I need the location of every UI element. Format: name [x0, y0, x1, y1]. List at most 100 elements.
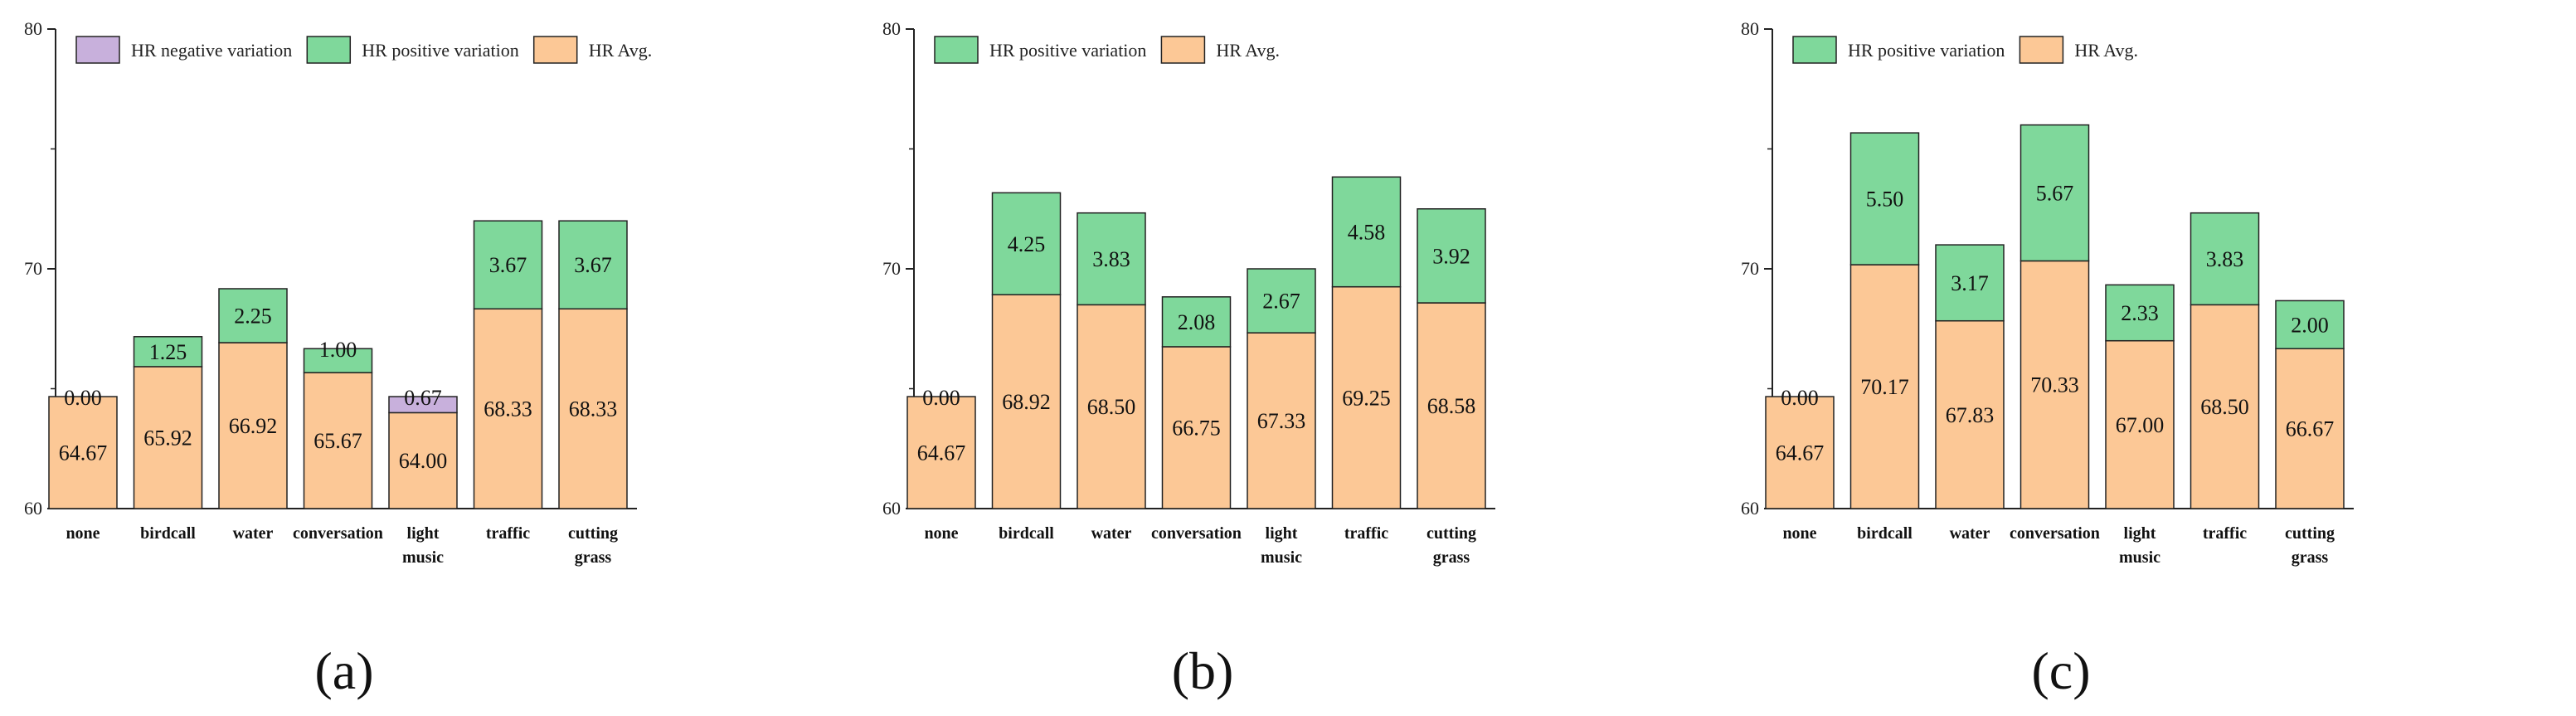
legend-swatch [1160, 36, 1206, 64]
category-label: cutting [568, 524, 618, 543]
variation-value-label: 4.58 [1348, 220, 1386, 244]
variation-value-label: 0.67 [404, 386, 442, 410]
avg-value-label: 69.25 [1342, 386, 1391, 410]
category-label: grass [575, 548, 612, 567]
bar-positive-variation [2190, 212, 2260, 306]
legend-label: HR positive variation [989, 40, 1146, 61]
legend-swatch [934, 36, 979, 64]
avg-value-label: 68.50 [2200, 395, 2249, 419]
bar-avg [133, 366, 203, 509]
variation-value-label: 2.08 [1178, 310, 1216, 334]
bar-avg [906, 396, 976, 509]
bar-avg [1935, 319, 2005, 509]
chart-c-svg: 60 70 80 0.00 64.67 none 5.50 70.17 birdcall 3.17… [1741, 18, 2354, 700]
bar-positive-variation [1077, 212, 1146, 306]
bar-avg [2105, 339, 2175, 509]
avg-value-label: 68.33 [484, 397, 532, 421]
variation-value-label: 5.50 [1866, 188, 1904, 212]
legend-swatch [532, 36, 578, 64]
legend-swatch [2019, 36, 2064, 64]
y-tick-label: 60 [882, 498, 901, 519]
avg-value-label: 64.00 [399, 449, 448, 473]
bar-positive-variation [303, 348, 373, 373]
variation-value-label: 3.92 [1432, 244, 1470, 268]
variation-value-label: 0.00 [64, 386, 102, 410]
category-label: none [1782, 524, 1816, 543]
avg-value-label: 64.67 [917, 441, 966, 465]
bar-avg [991, 294, 1062, 509]
variation-value-label: 3.67 [574, 253, 612, 277]
chart-panel-a: 60 70 80 0.00 64.67 none 1.25 65.92 birdcall 2.25… [0, 0, 858, 716]
bar-avg [558, 308, 628, 509]
category-label: birdcall [1857, 524, 1913, 543]
variation-value-label: 2.00 [2291, 313, 2329, 337]
chart-panel-b: 60 70 80 0.00 64.67 none 4.25 68.92 birdcall 3.83… [858, 0, 1717, 716]
variation-value-label: 1.25 [149, 340, 187, 364]
y-tick-label: 80 [1741, 18, 1759, 39]
variation-value-label: 1.00 [319, 338, 357, 362]
y-tick-label: 70 [882, 258, 901, 279]
y-tick-label: 60 [1741, 498, 1759, 519]
legend-label: HR positive variation [1848, 40, 2005, 61]
bar-avg [48, 396, 118, 509]
category-label: cutting [2285, 524, 2335, 543]
category-label: water [1950, 524, 1990, 543]
bar-positive-variation [1417, 208, 1486, 304]
variation-value-label: 3.83 [2206, 247, 2244, 271]
bar-avg [2019, 260, 2090, 509]
avg-value-label: 66.75 [1172, 416, 1221, 440]
variation-value-label: 3.17 [1951, 271, 1989, 295]
avg-value-label: 64.67 [59, 441, 108, 465]
bar-positive-variation [1935, 244, 2005, 322]
category-label: conversation [293, 524, 383, 543]
variation-value-label: 0.00 [1781, 386, 1819, 410]
variation-value-label: 0.00 [922, 386, 960, 410]
bar-positive-variation [2105, 284, 2175, 342]
bar-avg [303, 372, 373, 509]
category-label: light [2124, 524, 2156, 543]
variation-value-label: 3.67 [489, 253, 527, 277]
legend-label: HR negative variation [131, 40, 292, 61]
bar-avg [1417, 302, 1486, 509]
category-label: none [924, 524, 958, 543]
category-label: water [233, 524, 274, 543]
avg-value-label: 65.92 [143, 426, 192, 450]
category-label: grass [1433, 548, 1470, 567]
avg-value-label: 68.92 [1002, 390, 1051, 414]
category-label: birdcall [999, 524, 1054, 543]
bar-positive-variation [218, 288, 288, 343]
bar-positive-variation [2019, 124, 2090, 262]
bar-positive-variation [133, 336, 203, 368]
category-label: music [1261, 548, 1302, 567]
bar-positive-variation [1161, 296, 1232, 348]
legend-label: HR Avg. [1216, 40, 1280, 61]
bar-positive-variation [1247, 268, 1316, 334]
y-tick-label: 80 [24, 18, 42, 39]
variation-value-label: 2.25 [234, 304, 272, 328]
category-label: traffic [2203, 524, 2247, 543]
bar-positive-variation [1849, 132, 1920, 265]
legend-label: HR Avg. [2074, 40, 2138, 61]
legend-swatch [1792, 36, 1837, 64]
bar-positive-variation [473, 220, 543, 310]
panel-label: (b) [1172, 641, 1234, 700]
avg-value-label: 68.58 [1427, 394, 1476, 418]
bar-positive-variation [2275, 300, 2345, 349]
y-tick-label: 70 [1741, 258, 1759, 279]
avg-value-label: 64.67 [1776, 441, 1825, 465]
bar-avg [2190, 304, 2260, 509]
category-label: traffic [486, 524, 530, 543]
bar-positive-variation [558, 220, 628, 310]
panel-label: (c) [2031, 641, 2090, 700]
category-label: light [1266, 524, 1298, 543]
category-label: music [2119, 548, 2160, 567]
variation-value-label: 2.33 [2121, 301, 2159, 325]
chart-b-svg: 60 70 80 0.00 64.67 none 4.25 68.92 birdcall 3.83… [882, 18, 1495, 700]
variation-value-label: 5.67 [2036, 182, 2074, 206]
y-tick-label: 60 [24, 498, 42, 519]
avg-value-label: 65.67 [313, 429, 362, 453]
bar-avg [218, 342, 288, 509]
category-label: cutting [1427, 524, 1476, 543]
variation-value-label: 3.83 [1092, 247, 1130, 271]
avg-value-label: 70.33 [2030, 373, 2079, 397]
